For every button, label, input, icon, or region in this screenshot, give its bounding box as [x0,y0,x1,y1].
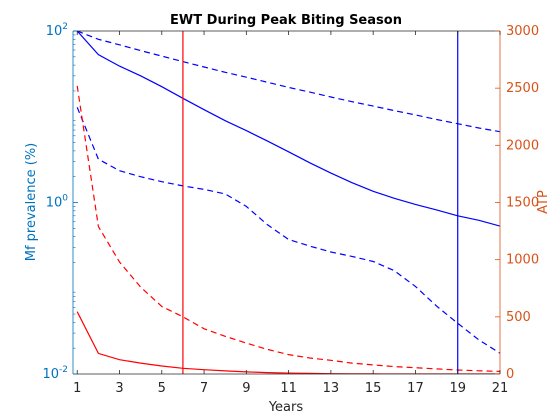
series-line-2 [76,31,500,133]
y-right-tick-label: 0 [506,367,514,382]
y-right-tick-label: 1500 [506,196,539,211]
x-tick-label: 11 [280,381,297,396]
x-tick-label: 9 [242,381,250,396]
chart-title: EWT During Peak Biting Season [170,13,402,28]
x-tick-label: 1 [73,381,81,396]
series-line-1 [76,31,500,227]
x-tick-label: 7 [200,381,208,396]
right-axis-ticks: 0 500 1000 1500 2000 2500 3000 [495,24,539,382]
left-axis-ticks: 10-2 100 102 [42,22,78,382]
y-left-tick-label: 10-2 [42,365,68,382]
plot-area [72,30,501,375]
y-right-tick-label: 2500 [506,81,539,96]
y-right-tick-label: 1000 [506,253,539,268]
y-axis-left-label: Mf prevalence (%) [24,143,39,262]
series-line-3 [76,107,500,354]
x-tick-label: 3 [115,381,123,396]
x-axis-label: Years [268,400,304,415]
y-left-tick-label: 102 [46,22,68,39]
series-line-4 [76,85,500,372]
x-tick-label: 15 [365,381,382,396]
x-tick-label: 5 [158,381,166,396]
x-tick-label: 19 [449,381,466,396]
x-tick-label: 17 [407,381,424,396]
y-axis-right-label: ATP [536,190,551,214]
series-group [76,31,500,374]
y-right-tick-label: 500 [506,310,531,325]
x-tick-label: 13 [323,381,340,396]
x-axis-ticks: 1 3 5 7 9 11 13 15 17 19 21 [73,31,508,396]
y-right-tick-label: 2000 [506,138,539,153]
plot-background [73,31,500,374]
y-right-tick-label: 3000 [506,24,539,39]
x-tick-label: 21 [492,381,509,396]
y-left-tick-label: 100 [46,194,69,211]
